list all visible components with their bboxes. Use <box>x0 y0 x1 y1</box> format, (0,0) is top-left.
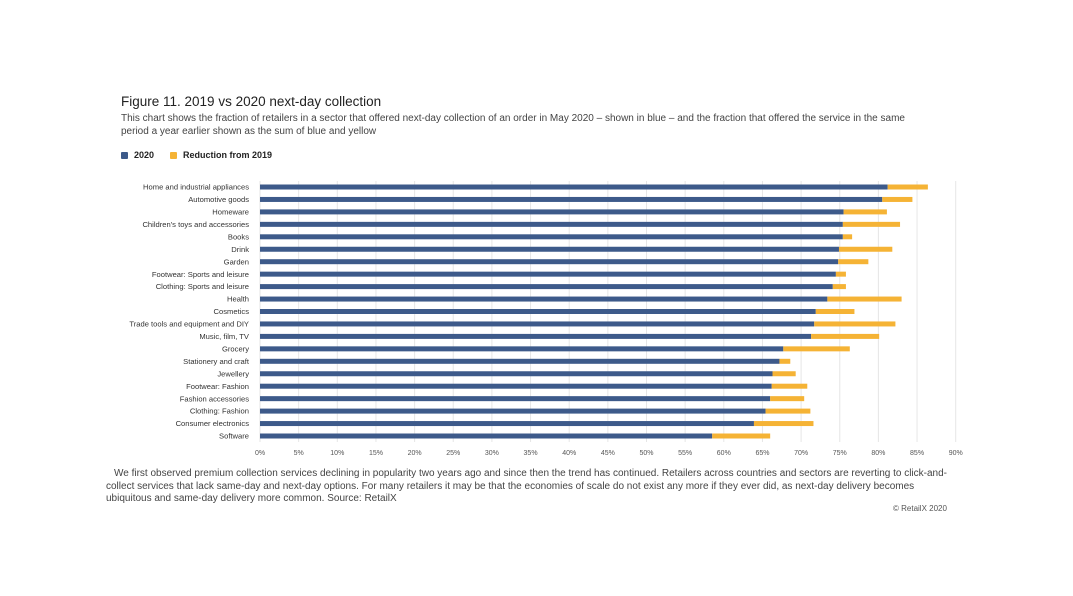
bar-reduction-from-2019 <box>842 234 853 240</box>
bar-2020 <box>260 296 828 302</box>
bar-2020 <box>260 271 836 277</box>
bar-reduction-from-2019 <box>887 184 928 190</box>
bar-reduction-from-2019 <box>838 259 869 265</box>
x-tick-label: 30% <box>485 450 499 457</box>
x-tick-label: 0% <box>255 450 265 457</box>
x-tick-label: 55% <box>678 450 692 457</box>
bar-reduction-from-2019 <box>882 196 913 202</box>
category-label: Children's toys and accessories <box>142 220 249 229</box>
legend-label-2020: 2020 <box>134 150 155 160</box>
bar-2020 <box>260 246 839 252</box>
bar-reduction-from-2019 <box>835 271 846 277</box>
category-label: Footwear: Fashion <box>186 382 249 391</box>
legend-label-reduction: Reduction from 2019 <box>183 150 273 160</box>
x-tick-label: 15% <box>369 450 383 457</box>
bar-2020 <box>260 309 816 314</box>
bar-reduction-from-2019 <box>842 221 901 227</box>
category-label: Trade tools and equipment and DIY <box>129 320 249 329</box>
bar-2020 <box>260 433 713 439</box>
bar-2020 <box>260 346 784 352</box>
bar-2020 <box>260 371 773 377</box>
category-label: Clothing: Fashion <box>190 407 249 416</box>
x-tick-label: 70% <box>794 450 808 457</box>
legend-item-2020: 2020 <box>121 150 154 160</box>
legend-swatch-2020 <box>121 151 128 159</box>
figure-title: Figure 11. 2019 vs 2020 next-day collect… <box>121 94 382 109</box>
legend-swatch-reduction <box>170 151 178 159</box>
x-tick-label: 90% <box>949 450 963 457</box>
bar-2020 <box>260 383 772 389</box>
x-tick-label: 45% <box>601 450 615 457</box>
x-tick-label: 80% <box>871 450 885 457</box>
category-label: Home and industrial appliances <box>143 183 249 192</box>
category-label: Clothing: Sports and leisure <box>156 282 249 291</box>
bar-reduction-from-2019 <box>783 346 850 352</box>
bar-reduction-from-2019 <box>838 246 893 252</box>
category-label: Automotive goods <box>188 195 249 204</box>
bar-reduction-from-2019 <box>811 333 880 339</box>
x-tick-label: 40% <box>562 450 576 457</box>
category-label: Consumer electronics <box>176 419 250 428</box>
bar-2020 <box>260 196 883 202</box>
bar-2020 <box>260 421 754 427</box>
category-label: Fashion accessories <box>180 394 249 403</box>
category-label: Footwear: Sports and leisure <box>152 270 249 279</box>
x-tick-label: 20% <box>408 450 422 457</box>
bar-2020 <box>260 184 888 190</box>
category-label: Books <box>228 232 249 241</box>
category-label: Music, film, TV <box>199 332 250 341</box>
bar-reduction-from-2019 <box>772 371 796 377</box>
category-label: Garden <box>224 257 249 266</box>
bar-2020 <box>260 284 833 290</box>
bar-2020 <box>260 396 771 402</box>
category-label: Stationery and craft <box>183 357 250 366</box>
copyright-note: © RetailX 2020 <box>893 504 947 513</box>
bar-reduction-from-2019 <box>843 209 887 215</box>
body-paragraph: We first observed premium collection ser… <box>106 468 948 504</box>
bar-reduction-from-2019 <box>779 358 791 364</box>
category-label: Jewellery <box>217 369 249 378</box>
bar-reduction-from-2019 <box>827 296 902 302</box>
x-tick-label: 85% <box>910 450 924 457</box>
category-label: Homeware <box>212 208 249 217</box>
x-tick-label: 5% <box>294 450 304 457</box>
x-tick-label: 60% <box>717 450 731 457</box>
bar-2020 <box>260 259 839 265</box>
bar-reduction-from-2019 <box>832 284 846 290</box>
x-tick-label: 50% <box>639 450 653 457</box>
category-label: Cosmetics <box>214 307 250 316</box>
x-tick-label: 65% <box>755 450 769 457</box>
bar-reduction-from-2019 <box>765 408 811 414</box>
bar-2020 <box>260 234 843 240</box>
bar-2020 <box>260 333 812 339</box>
category-label: Health <box>227 295 249 304</box>
chart-legend: 2020 Reduction from 2019 <box>121 150 288 160</box>
bar-2020 <box>260 321 815 327</box>
bar-reduction-from-2019 <box>770 396 805 402</box>
category-label: Grocery <box>222 344 249 353</box>
category-label: Drink <box>231 245 249 254</box>
bar-2020 <box>260 358 780 364</box>
x-tick-label: 10% <box>330 450 344 457</box>
bar-reduction-from-2019 <box>815 309 855 314</box>
category-label: Software <box>219 432 249 441</box>
bar-reduction-from-2019 <box>753 421 814 427</box>
x-tick-label: 75% <box>833 450 847 457</box>
bar-2020 <box>260 221 843 227</box>
x-tick-label: 35% <box>524 450 538 457</box>
bar-reduction-from-2019 <box>771 383 808 389</box>
figure-subtitle: This chart shows the fraction of retaile… <box>121 113 905 137</box>
bar-2020 <box>260 209 844 215</box>
bar-reduction-from-2019 <box>712 433 771 439</box>
bar-reduction-from-2019 <box>814 321 896 327</box>
bar-2020 <box>260 408 766 414</box>
x-tick-label: 25% <box>446 450 460 457</box>
legend-item-reduction: Reduction from 2019 <box>170 150 272 160</box>
